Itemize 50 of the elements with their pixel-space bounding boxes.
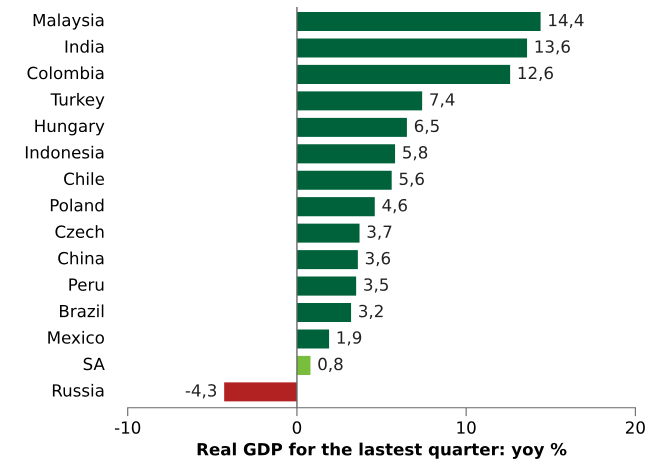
- bar: [296, 250, 358, 270]
- y-tick-label: Peru: [69, 278, 104, 291]
- data-label: 6,5: [414, 120, 439, 134]
- data-label: 1,9: [338, 331, 362, 346]
- bar: [296, 302, 352, 322]
- x-tick-label: 20: [626, 421, 645, 434]
- y-tick-label: Colombia: [27, 66, 104, 80]
- bar: [296, 91, 422, 110]
- y-tick-label: Czech: [55, 225, 104, 238]
- x-tick-label: -10: [114, 421, 140, 434]
- x-tick-label: 0: [292, 421, 302, 434]
- bar: [296, 329, 330, 348]
- data-label: 3,5: [364, 278, 388, 293]
- data-label: 4,6: [382, 198, 407, 214]
- data-label: -4,3: [186, 384, 216, 398]
- bar: [296, 224, 360, 243]
- x-axis-title: Real GDP for the lastest quarter: yoy %: [198, 442, 566, 459]
- y-tick-label: Brazil: [60, 304, 104, 318]
- data-label: 3,2: [359, 304, 383, 320]
- bar: [296, 170, 392, 190]
- bar: [296, 356, 310, 375]
- data-label: 5,6: [400, 172, 424, 187]
- data-label: 0,8: [318, 358, 343, 372]
- y-tick-label: Malaysia: [34, 13, 104, 30]
- y-tick-label: Mexico: [48, 330, 104, 344]
- y-tick-label: Russia: [52, 384, 104, 397]
- bar: [296, 276, 356, 296]
- data-label: 5,8: [403, 146, 428, 160]
- y-tick-label: SA: [84, 358, 105, 370]
- y-tick-label: Indonesia: [26, 146, 104, 159]
- bar: [296, 12, 541, 32]
- data-label: 3,6: [366, 252, 390, 266]
- data-label: 7,4: [430, 93, 454, 108]
- y-tick-label: Turkey: [50, 92, 104, 109]
- x-tick-label: 10: [457, 421, 476, 434]
- data-label: 13,6: [536, 40, 570, 55]
- y-tick-label: China: [58, 252, 104, 264]
- bar: [296, 64, 510, 84]
- y-tick-label: Hungary: [35, 120, 104, 136]
- y-tick-label: Poland: [50, 198, 104, 212]
- data-label: 3,7: [368, 225, 392, 240]
- y-tick-label: India: [66, 40, 104, 53]
- bar: [296, 197, 375, 216]
- bar: [296, 118, 407, 137]
- bar: [224, 382, 297, 402]
- y-tick-label: Chile: [64, 172, 104, 186]
- data-label: 12,6: [518, 66, 553, 81]
- bar: [296, 38, 528, 58]
- bar: [296, 144, 396, 164]
- data-label: 14,4: [549, 14, 584, 28]
